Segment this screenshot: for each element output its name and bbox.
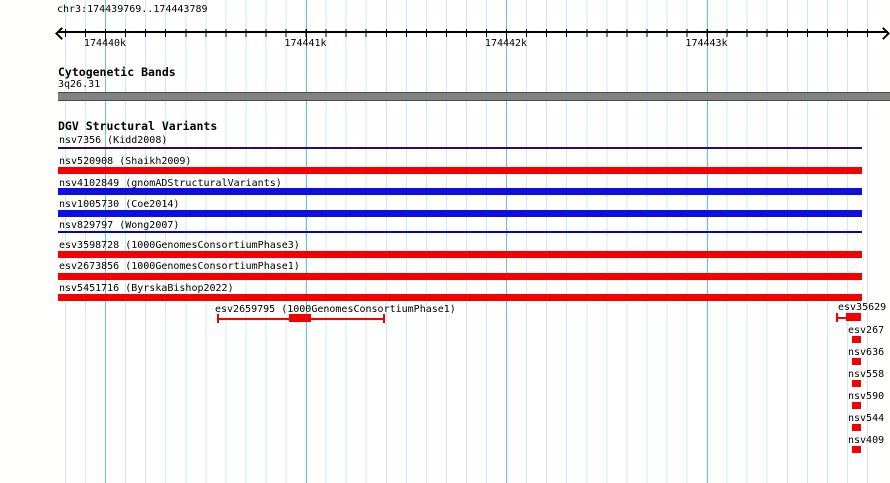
- variant-label[interactable]: esv35629: [838, 302, 887, 313]
- variant-label[interactable]: nsv1005730 (Coe2014): [59, 199, 180, 210]
- variant-label[interactable]: nsv829797 (Wong2007): [59, 220, 180, 231]
- cytoband-bar[interactable]: [58, 92, 890, 101]
- variant-bar[interactable]: [852, 402, 861, 409]
- ruler-minor-ticks: [64, 29, 887, 37]
- region-title: chr3:174439769..174443789: [57, 4, 208, 15]
- variant-bar[interactable]: [58, 167, 862, 174]
- grid-major-line: [105, 0, 106, 483]
- ruler-major-tick: [305, 29, 307, 41]
- variant-label[interactable]: esv2673856 (1000GenomesConsortiumPhase1): [59, 261, 300, 272]
- ruler-tick-label: 174440k: [83, 38, 127, 49]
- grid-background: [64, 0, 887, 483]
- variant-bar[interactable]: [58, 188, 862, 195]
- variant-label[interactable]: nsv409: [848, 435, 885, 446]
- ruler-major-tick: [706, 29, 708, 41]
- ruler-major-tick: [105, 29, 106, 41]
- ruler-tick-label: 174441k: [284, 38, 327, 49]
- cytoband-label[interactable]: 3q26.31: [58, 79, 101, 90]
- variant-bar[interactable]: [58, 251, 862, 258]
- whisker-box: [289, 314, 311, 322]
- grid-major-line: [706, 0, 708, 483]
- variant-label[interactable]: esv2659795 (1000GenomesConsortiumPhase1): [215, 304, 456, 315]
- variant-label[interactable]: nsv520908 (Shaikh2009): [59, 156, 192, 167]
- variant-label[interactable]: esv3598728 (1000GenomesConsortiumPhase3): [59, 240, 300, 251]
- variant-bar[interactable]: [58, 231, 862, 233]
- variant-label[interactable]: nsv636: [848, 347, 885, 358]
- whisker-right-cap: [383, 314, 385, 323]
- variant-label[interactable]: esv267: [848, 325, 885, 336]
- variant-bar[interactable]: [852, 336, 861, 343]
- whisker-line: [836, 316, 847, 319]
- variant-label[interactable]: nsv544: [848, 413, 885, 424]
- ruler-tick-label: 174442k: [484, 38, 528, 49]
- variant-bar[interactable]: [58, 294, 862, 301]
- variant-bar[interactable]: [58, 147, 862, 149]
- variant-label[interactable]: nsv5451716 (ByrskaBishop2022): [59, 283, 234, 294]
- variant-label[interactable]: nsv558: [848, 369, 885, 380]
- grid-major-line: [305, 0, 307, 483]
- variant-bar[interactable]: [852, 424, 861, 431]
- variant-label[interactable]: nsv590: [848, 391, 885, 402]
- variant-bar[interactable]: [58, 273, 862, 280]
- ruler-tick-label: 174443k: [685, 38, 728, 49]
- variant-label[interactable]: nsv7356 (Kidd2008): [59, 135, 168, 146]
- variant-bar[interactable]: [852, 380, 861, 387]
- whisker-box: [846, 313, 861, 321]
- variant-bar[interactable]: [852, 446, 861, 453]
- cytogenetic-section-title: Cytogenetic Bands: [58, 65, 176, 79]
- grid-major-line: [506, 0, 507, 483]
- variant-label[interactable]: nsv4102849 (gnomADStructuralVariants): [59, 178, 282, 189]
- ruler-major-tick: [506, 29, 507, 41]
- variant-bar[interactable]: [852, 358, 861, 365]
- variant-bar[interactable]: [58, 210, 862, 217]
- dgv-section-title: DGV Structural Variants: [58, 119, 218, 133]
